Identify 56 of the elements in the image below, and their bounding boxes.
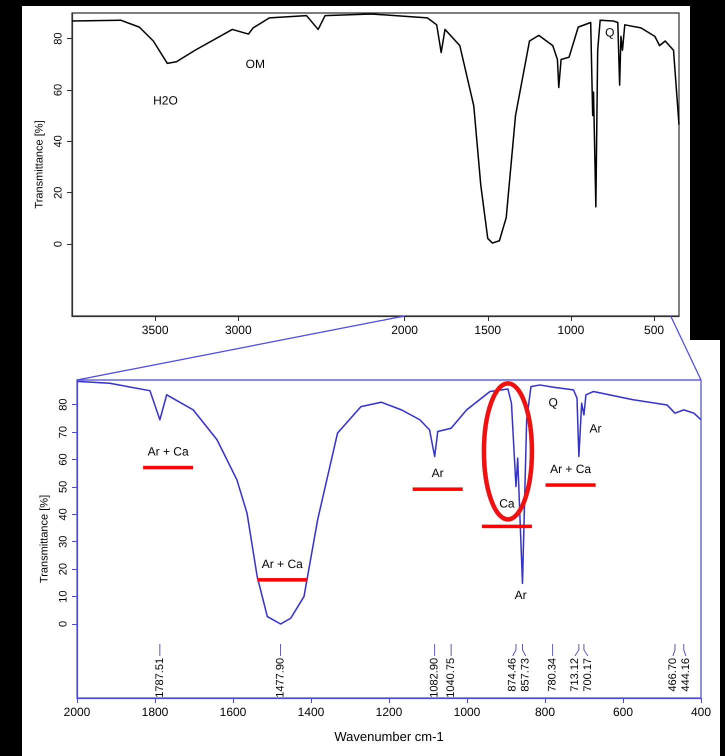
x-tick-label: 3500 <box>142 323 169 337</box>
x-tick-label: 1600 <box>220 705 247 719</box>
annotation: 700.17 <box>582 658 594 692</box>
x-tick-label: 1800 <box>142 705 169 719</box>
y-tick-label: 30 <box>58 536 70 548</box>
x-tick-label: 600 <box>612 705 634 719</box>
annotation: Ar <box>590 421 602 436</box>
annotation: H2O <box>153 93 178 108</box>
annotation: 874.46 <box>506 658 519 692</box>
x-axis-title: Wavenumber cm-1 <box>334 729 444 744</box>
x-tick-label: 800 <box>534 705 556 719</box>
annotation: Ar + Ca <box>262 556 304 571</box>
x-tick-label: 1500 <box>474 323 502 337</box>
annotation: 780.34 <box>546 658 559 692</box>
x-tick-label: 2000 <box>64 705 91 719</box>
annotation: 713.12 <box>568 658 581 692</box>
annotation: 1787.51 <box>154 658 166 698</box>
annotation: Ar + Ca <box>550 462 592 476</box>
x-tick-label: 2000 <box>391 323 418 337</box>
annotation: 1040.75 <box>445 658 458 698</box>
y-tick-label: 70 <box>58 426 70 438</box>
y-tick-label: 40 <box>52 135 64 148</box>
annotation: Q <box>548 396 558 410</box>
y-tick-label: 80 <box>52 32 64 45</box>
x-tick-label: 500 <box>644 323 664 337</box>
line-series <box>76 380 702 625</box>
x-tick-label: 3000 <box>224 323 252 337</box>
y-tick-label: 40 <box>58 508 70 520</box>
annotation: 466.70 <box>666 658 679 692</box>
x-tick-label: 1400 <box>298 705 325 719</box>
x-tick-label: 1200 <box>376 705 403 719</box>
annotation: 444.16 <box>680 658 692 692</box>
y-tick-label: 10 <box>58 590 70 603</box>
x-tick-label: 1000 <box>558 323 585 337</box>
y-tick-label: 20 <box>58 563 70 576</box>
annotation: Ar + Ca <box>148 444 189 459</box>
x-tick-label: 400 <box>690 705 712 719</box>
annotation: Ca <box>499 496 515 510</box>
annotation: Ar <box>514 588 527 602</box>
annotation: Q <box>605 25 614 40</box>
annotation: Ar <box>432 466 444 480</box>
y-tick-label: 0 <box>58 620 70 628</box>
y-tick-label: 20 <box>52 186 64 199</box>
y-axis-title: Transmittance [%] <box>34 120 46 209</box>
line-series <box>71 13 680 244</box>
annotation: OM <box>246 57 265 72</box>
x-tick-label: 1000 <box>454 705 481 719</box>
y-tick-label: 0 <box>52 241 64 248</box>
y-tick-label: 60 <box>52 84 64 96</box>
annotation: 1477.90 <box>274 658 287 698</box>
annotation: 1082.90 <box>428 658 441 698</box>
y-tick-label: 50 <box>58 480 70 494</box>
annotation: 857.73 <box>520 658 532 692</box>
y-tick-label: 80 <box>58 398 70 411</box>
y-axis-title: Transmittance [%] <box>38 494 51 584</box>
y-tick-label: 60 <box>58 453 70 466</box>
